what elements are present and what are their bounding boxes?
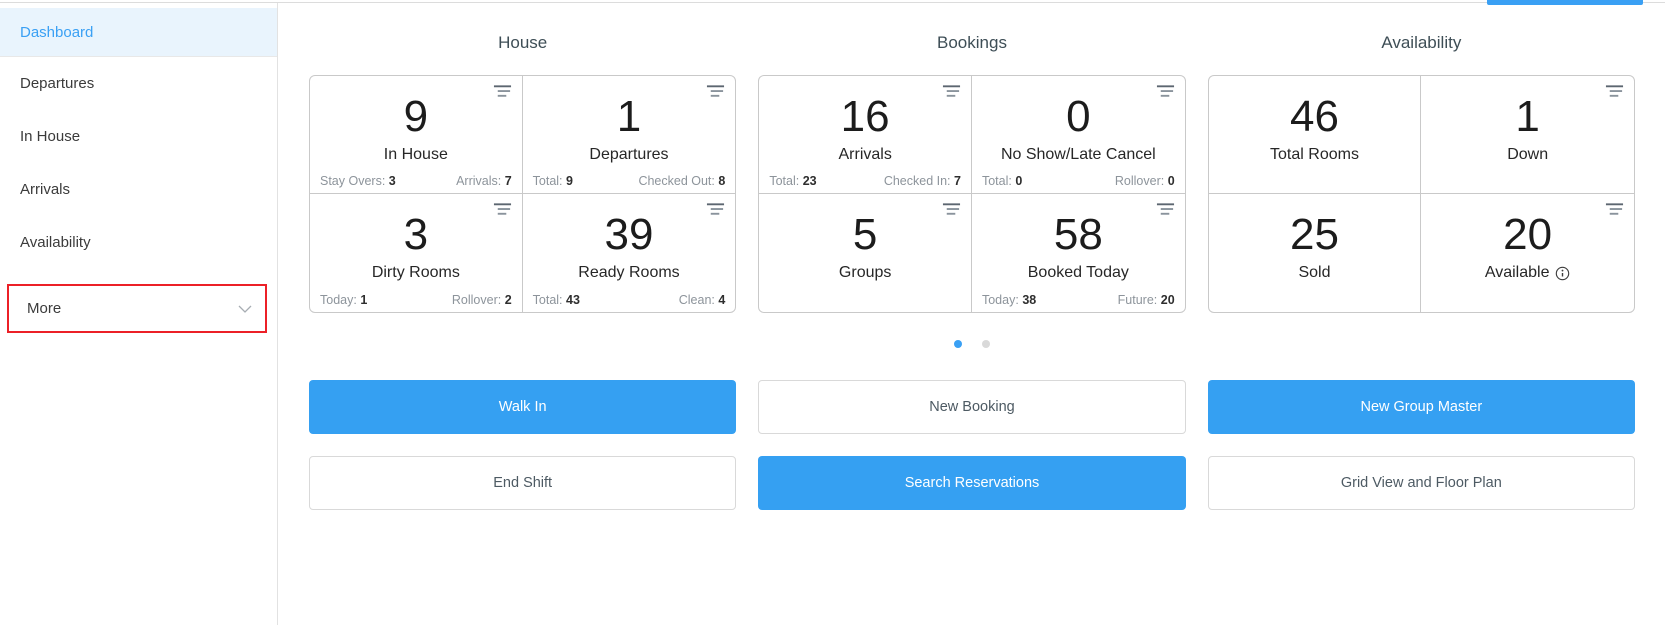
card-menu-icon[interactable] [706,202,725,217]
stat-footer: Total: 0 Rollover: 0 [981,174,1175,188]
stat-value: 9 [403,92,429,141]
sidebar-item-more-highlight-box[interactable]: More [7,284,267,333]
stat-label: In House [383,146,448,163]
stat-label: Sold [1298,264,1331,281]
card-menu-icon[interactable] [1156,202,1175,217]
total-rooms-card[interactable]: 46 Total Rooms [1208,76,1422,194]
stat-value: 16 [840,92,890,141]
sidebar-item-arrivals[interactable]: Arrivals [20,181,71,198]
no-show-late-cancel-card[interactable]: 0 No Show/Late Cancel Total: 0 Rollover:… [971,76,1185,194]
card-menu-icon[interactable] [942,202,961,217]
sold-card[interactable]: 25 Sold [1209,194,1422,312]
stat-label: Groups [838,264,892,281]
ready-rooms-card[interactable]: 39 Ready Rooms Total: 43 Clean: 4 [523,194,736,312]
stat-footer: Stay Overs: 3 Arrivals: 7 [320,174,512,188]
stat-value: 3 [403,210,429,259]
sidebar-item-more-label: More [27,300,62,317]
stat-value: 58 [1053,210,1103,259]
stat-label: Dirty Rooms [371,264,460,281]
carousel-dots [758,340,1185,348]
stat-footer: Today: 38 Future: 20 [981,293,1175,307]
walk-in-button[interactable]: Walk In [309,380,737,434]
booked-today-card[interactable]: 58 Booked Today Today: 38 Future: 20 [972,194,1185,312]
info-icon[interactable] [1555,266,1570,281]
stat-label: Total Rooms [1270,146,1359,163]
down-card[interactable]: 1 Down [1421,76,1634,194]
stat-label: No Show/Late Cancel [1000,146,1156,163]
stat-value: 0 [1066,92,1091,141]
stat-value: 20 [1503,210,1553,259]
house-panel: 9 In House Stay Overs: 3 Arrivals: 7 1 D… [309,75,737,313]
arrivals-card[interactable]: 16 Arrivals Total: 23 Checked In: 7 [759,76,972,194]
groups-card[interactable]: 5 Groups [759,194,972,312]
stat-label: Ready Rooms [578,264,680,281]
card-menu-icon[interactable] [1605,84,1624,99]
carousel-dots-spacer [1208,340,1635,348]
sidebar-item-departures[interactable]: Departures [20,75,95,92]
stat-label: Departures [589,146,669,163]
end-shift-button[interactable]: End Shift [309,456,737,510]
stat-footer: Today: 1 Rollover: 2 [320,293,512,307]
stat-footer: Total: 43 Clean: 4 [532,293,726,307]
card-menu-icon[interactable] [493,202,512,217]
stat-label: Available [1421,264,1634,282]
bookings-section-title: Bookings [937,33,1007,52]
new-booking-button[interactable]: New Booking [758,380,1186,434]
dashboard-main: House 9 In House Stay Overs: 3 Arrivals:… [278,3,1665,625]
stat-footer: Total: 23 Checked In: 7 [769,174,961,188]
availability-section-title: Availability [1381,33,1462,52]
top-blue-bar [1487,0,1643,5]
stat-value: 1 [616,92,642,141]
stat-value: 1 [1515,92,1540,141]
stat-label: Down [1507,146,1549,163]
availability-panel: 46 Total Rooms 1 Down 25 Sold [1207,75,1635,313]
house-section-title: House [498,33,548,52]
availability-section: Availability 46 Total Rooms 1 Down [1207,33,1635,510]
sidebar-item-availability[interactable]: Availability [20,234,91,251]
sidebar-item-dashboard[interactable]: Dashboard [0,8,277,57]
bookings-panel: 16 Arrivals Total: 23 Checked In: 7 0 No… [758,75,1186,313]
available-card[interactable]: 20 Available [1421,194,1634,312]
card-menu-icon[interactable] [1605,202,1624,217]
carousel-dots-spacer [309,340,736,348]
departures-card[interactable]: 1 Departures Total: 9 Checked Out: 8 [522,76,736,194]
sidebar: Dashboard Departures In House Arrivals A… [0,3,278,625]
card-menu-icon[interactable] [1156,84,1175,99]
stat-footer: Total: 9 Checked Out: 8 [532,174,726,188]
carousel-dot-active[interactable] [953,340,962,348]
dirty-rooms-card[interactable]: 3 Dirty Rooms Today: 1 Rollover: 2 [310,194,523,312]
carousel-dot[interactable] [981,340,990,348]
new-group-master-button[interactable]: New Group Master [1207,380,1635,434]
in-house-card[interactable]: 9 In House Stay Overs: 3 Arrivals: 7 [310,76,523,194]
stat-value: 25 [1290,210,1339,259]
stat-value: 39 [604,210,654,259]
card-menu-icon[interactable] [706,84,725,99]
card-menu-icon[interactable] [942,84,961,99]
stat-label: Arrivals [838,146,892,163]
house-section: House 9 In House Stay Overs: 3 Arrivals:… [309,33,737,510]
chevron-down-icon [238,300,252,318]
stat-value: 5 [852,210,878,259]
sidebar-item-in-house[interactable]: In House [20,128,81,145]
stat-value: 46 [1290,92,1339,141]
stat-label: Booked Today [1027,264,1129,281]
top-divider [0,2,1665,3]
bookings-section: Bookings 16 Arrivals Total: 23 Checked I… [758,33,1186,510]
search-reservations-button[interactable]: Search Reservations [758,456,1186,510]
card-menu-icon[interactable] [493,84,512,99]
grid-view-floor-plan-button[interactable]: Grid View and Floor Plan [1207,456,1635,510]
